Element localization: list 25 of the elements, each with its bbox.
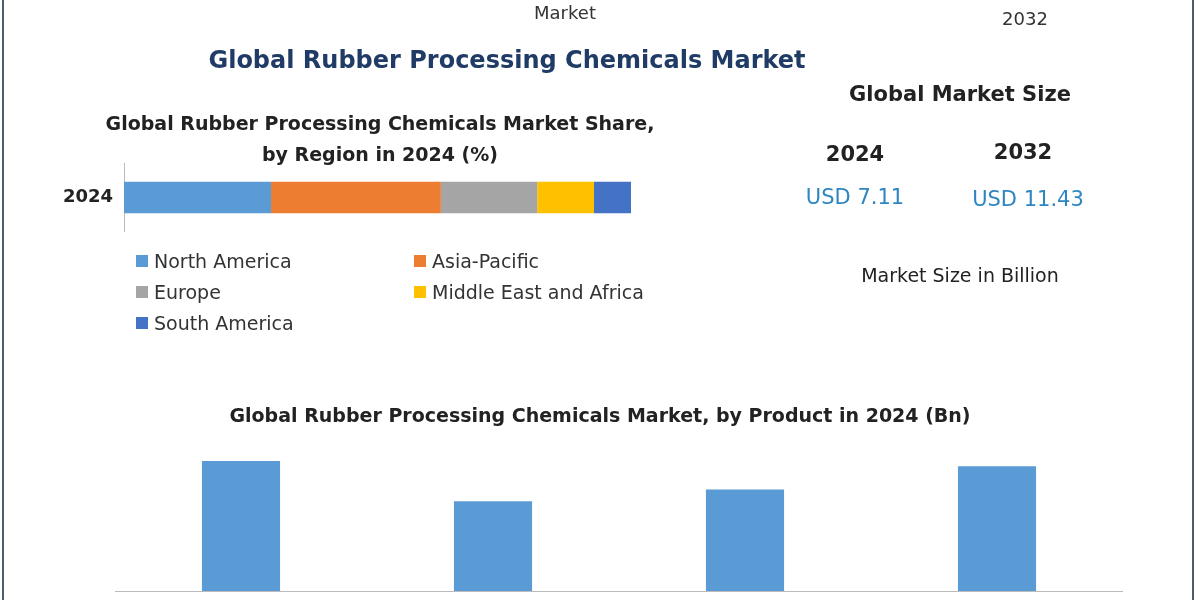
chart-title: Global Rubber Processing Chemicals Market Share, by Region in 2024 (%) bbox=[104, 111, 656, 167]
bar bbox=[705, 489, 785, 591]
legend-label: Asia-Pacific bbox=[432, 250, 540, 272]
legend-label: Europe bbox=[154, 281, 221, 303]
text: Market Size in Billion bbox=[860, 264, 1060, 286]
bar bbox=[271, 181, 441, 214]
legend-label: North America bbox=[154, 250, 292, 272]
legend-label: South America bbox=[154, 312, 294, 334]
bar bbox=[537, 181, 594, 214]
text: Global Rubber Processing Chemicals Market bbox=[207, 46, 807, 74]
bar bbox=[124, 181, 272, 214]
bar bbox=[440, 181, 538, 214]
text: Market bbox=[533, 2, 597, 23]
bar bbox=[593, 181, 631, 214]
text: Global Market Size bbox=[848, 82, 1072, 106]
text: 2032 bbox=[1001, 8, 1049, 29]
text: 2032 bbox=[992, 140, 1054, 164]
bar bbox=[201, 461, 281, 591]
text: USD 7.11 bbox=[804, 185, 906, 209]
text: 2024 bbox=[824, 142, 886, 166]
bar bbox=[453, 501, 533, 591]
text: USD 11.43 bbox=[971, 187, 1085, 211]
legend-label: Middle East and Africa bbox=[432, 281, 644, 303]
bar bbox=[957, 466, 1037, 591]
chart-title: Global Rubber Processing Chemicals Market, by Product in 2024 (Bn) bbox=[228, 404, 972, 426]
